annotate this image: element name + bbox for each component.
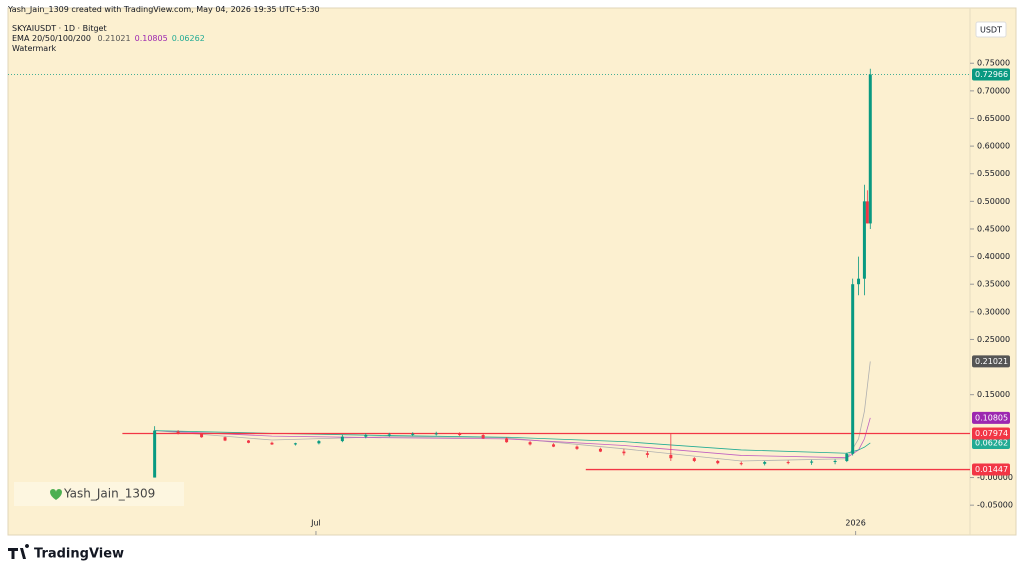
ema-line bbox=[154, 430, 871, 454]
candle-body bbox=[552, 444, 556, 447]
candle-body bbox=[153, 430, 157, 478]
candle-body bbox=[692, 458, 696, 461]
indicator-legend: EMA 20/50/100/200 0.21021 0.10805 0.06262 bbox=[12, 34, 205, 43]
price-tag bbox=[972, 411, 1010, 424]
candle-body bbox=[364, 435, 368, 437]
candle-body bbox=[411, 433, 415, 435]
candle-body bbox=[845, 453, 849, 461]
y-tick-label: 0.15000 bbox=[977, 390, 1010, 399]
y-tick-label: 0.25000 bbox=[977, 335, 1010, 344]
candle-body bbox=[868, 74, 872, 224]
y-tick-label: 0.55000 bbox=[977, 169, 1010, 178]
currency: USDT bbox=[980, 26, 1002, 35]
price-tag-label: 0.72966 bbox=[975, 70, 1008, 79]
watermark-box bbox=[14, 482, 184, 506]
candle-body bbox=[317, 441, 321, 444]
chart-background bbox=[7, 7, 1017, 536]
candle-body bbox=[247, 440, 250, 443]
candle-body bbox=[458, 433, 462, 436]
ema-line bbox=[154, 361, 871, 462]
candle-body bbox=[622, 451, 626, 454]
y-tick-label: 0.70000 bbox=[977, 86, 1010, 95]
indicator-label: EMA 20/50/100/200 bbox=[12, 34, 91, 43]
price-tag-label: 0.21021 bbox=[975, 357, 1008, 366]
candle-body bbox=[833, 460, 837, 462]
candle-body bbox=[857, 278, 861, 285]
candle-body bbox=[200, 433, 204, 438]
candle-body bbox=[528, 442, 532, 445]
candle-body bbox=[434, 433, 438, 435]
candle-body bbox=[716, 460, 720, 464]
price-tag-label: 0.06262 bbox=[975, 438, 1008, 447]
candle-body bbox=[270, 442, 274, 445]
candle-body bbox=[786, 462, 790, 464]
y-tick-label: -0.05000 bbox=[977, 501, 1013, 510]
x-tick-label: Jul bbox=[310, 519, 321, 528]
candle-body bbox=[862, 201, 866, 279]
heart-icon bbox=[50, 489, 62, 500]
candle-body bbox=[739, 463, 743, 465]
candle-body bbox=[176, 431, 180, 434]
candle-body bbox=[505, 438, 509, 443]
x-tick-label: 2026 bbox=[845, 519, 865, 528]
y-tick-label: 0.60000 bbox=[977, 142, 1010, 151]
y-tick-label: -0.00000 bbox=[977, 473, 1013, 482]
price-tag bbox=[972, 68, 1010, 81]
y-tick-label: 0.50000 bbox=[977, 197, 1010, 206]
candle-body bbox=[865, 201, 869, 224]
candle-body bbox=[387, 434, 391, 436]
candle-body bbox=[575, 446, 579, 449]
ema-line bbox=[154, 417, 871, 459]
price-tag-label: 0.01447 bbox=[975, 465, 1008, 474]
symbol-title: SKYAIUSDT · 1D · Bitget bbox=[12, 24, 107, 33]
price-tag bbox=[972, 427, 1010, 440]
indicator-value: 0.21021 bbox=[97, 34, 131, 43]
watermark-text: Yash_Jain_1309 bbox=[63, 487, 155, 501]
y-tick-label: 0.75000 bbox=[977, 59, 1010, 68]
candle-body bbox=[340, 436, 344, 442]
price-tag bbox=[972, 463, 1010, 476]
price-tag bbox=[972, 355, 1010, 368]
candle-body bbox=[293, 443, 297, 445]
candle-body bbox=[598, 448, 602, 452]
indicator-values: 0.21021 0.10805 0.06262 bbox=[94, 34, 205, 43]
candle-body bbox=[763, 462, 767, 464]
indicator-value: 0.06262 bbox=[171, 34, 205, 43]
attribution: Yash_Jain_1309 created with TradingView.… bbox=[8, 5, 320, 14]
candle-body bbox=[223, 437, 227, 441]
brand-logo bbox=[8, 544, 30, 559]
indicator-value: 0.10805 bbox=[134, 34, 168, 43]
watermark-label: Watermark bbox=[12, 44, 57, 53]
candle-body bbox=[481, 435, 485, 439]
price-tag-label: 0.07974 bbox=[975, 429, 1008, 438]
price-tag bbox=[972, 436, 1010, 449]
brand: TradingView bbox=[34, 547, 124, 562]
candle-body bbox=[669, 454, 673, 459]
y-tick-label: 0.65000 bbox=[977, 114, 1010, 123]
candle-body bbox=[851, 284, 855, 454]
candle-body bbox=[810, 461, 814, 463]
y-tick-label: 0.40000 bbox=[977, 252, 1010, 261]
price-tag-label: 0.10805 bbox=[975, 413, 1008, 422]
candle-body bbox=[645, 453, 649, 455]
y-tick-label: 0.30000 bbox=[977, 307, 1010, 316]
y-tick-label: 0.35000 bbox=[977, 280, 1010, 289]
currency-box[interactable] bbox=[975, 21, 1007, 38]
y-tick-label: 0.45000 bbox=[977, 224, 1010, 233]
